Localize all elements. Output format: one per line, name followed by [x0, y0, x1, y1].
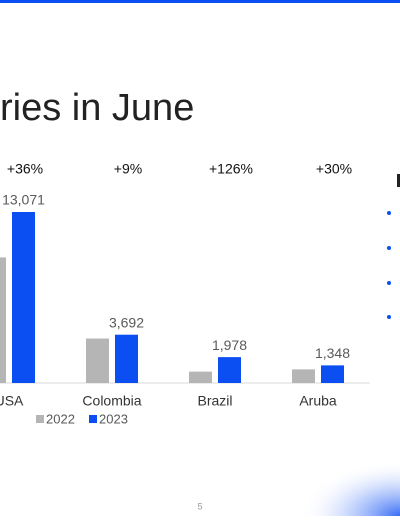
bullet: [387, 211, 391, 215]
value-label: 13,071: [2, 192, 45, 208]
bar: [321, 365, 344, 383]
bar: [218, 357, 241, 383]
annotation: +30%: [316, 161, 352, 177]
value-label: 1,348: [315, 345, 350, 361]
x-tick-label: USA: [0, 393, 24, 409]
bullet: [387, 281, 391, 285]
annotation: +9%: [114, 161, 142, 177]
legend-label: 2022: [46, 411, 75, 426]
bar: [12, 212, 35, 383]
bullet: [387, 246, 391, 250]
corner-glow: [300, 460, 400, 516]
annotation: +126%: [209, 161, 253, 177]
legend-label: 2023: [99, 411, 128, 426]
bar: [86, 338, 109, 383]
slide-title: ries in June: [0, 87, 194, 129]
value-label: 3,692: [109, 314, 144, 330]
legend-swatch: [36, 415, 44, 423]
cropped-text: [397, 174, 400, 187]
value-label: 1,978: [212, 337, 247, 353]
bar: [292, 369, 315, 383]
legend-swatch: [89, 415, 97, 423]
top-bar: [0, 0, 400, 3]
x-tick-label: Brazil: [197, 393, 232, 409]
bar: [189, 371, 212, 383]
annotation: +36%: [7, 161, 43, 177]
x-tick-label: Colombia: [82, 393, 141, 409]
bullet: [387, 315, 391, 319]
bar: [0, 257, 6, 383]
bar: [115, 334, 138, 383]
page-number: 5: [197, 501, 202, 511]
x-tick-label: Aruba: [299, 393, 337, 409]
